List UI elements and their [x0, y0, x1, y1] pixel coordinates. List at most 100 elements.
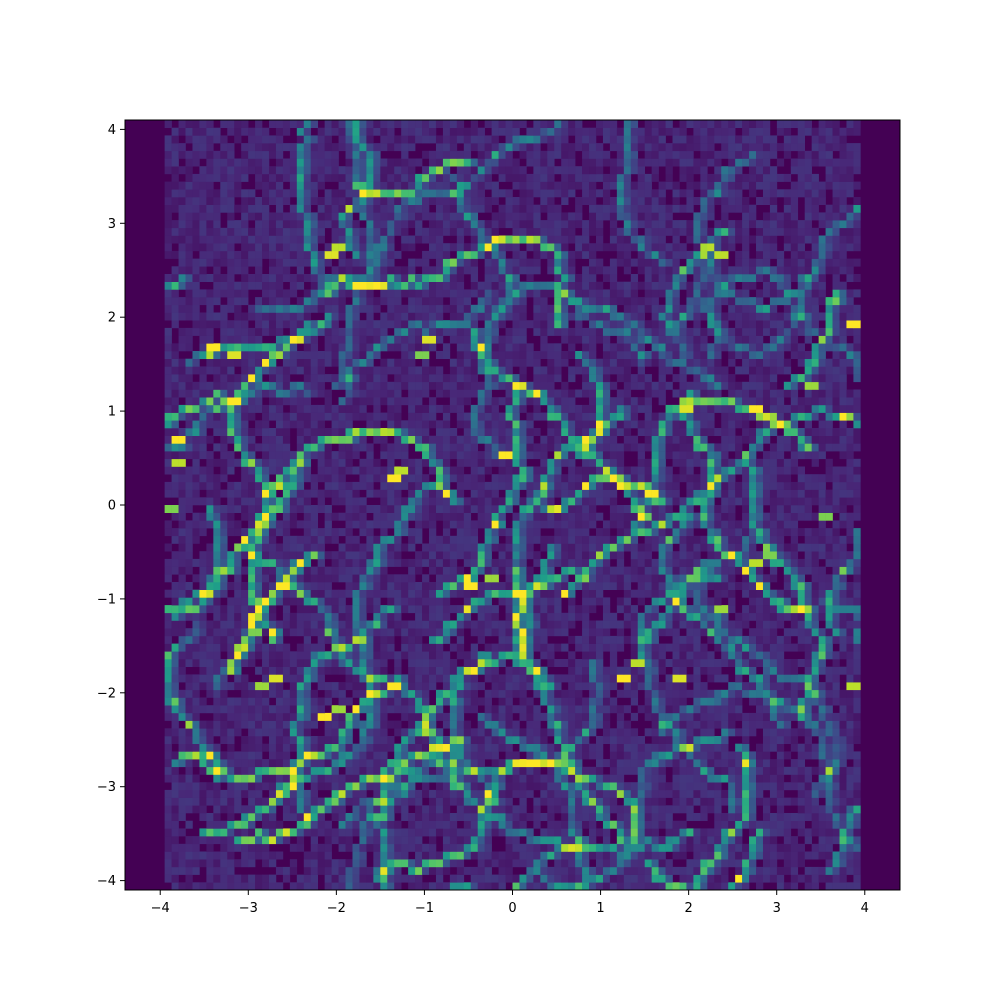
heatmap-cell	[533, 743, 541, 752]
heatmap-cell	[192, 882, 200, 891]
heatmap-cell	[589, 751, 597, 760]
heatmap-cell	[776, 782, 785, 791]
heatmap-cell	[721, 566, 729, 575]
heatmap-cell	[735, 682, 743, 691]
heatmap-cell	[818, 736, 826, 744]
heatmap-cell	[568, 543, 576, 552]
heatmap-cell	[783, 643, 792, 652]
heatmap-cell	[394, 481, 402, 490]
heatmap-cell	[595, 805, 604, 814]
heatmap-cell	[429, 866, 437, 875]
heatmap-cell	[171, 774, 179, 783]
heatmap-cell	[595, 666, 604, 675]
heatmap-cell	[547, 651, 555, 660]
heatmap-cell	[255, 605, 263, 614]
heatmap-cell	[262, 512, 270, 521]
heatmap-cell	[477, 712, 485, 721]
heatmap-cell	[296, 743, 305, 752]
heatmap-cell	[227, 666, 235, 675]
heatmap-cell	[804, 866, 812, 875]
heatmap-cell	[575, 520, 583, 529]
heatmap-cell	[651, 828, 659, 837]
heatmap-cell	[192, 489, 200, 498]
heatmap-cell	[324, 828, 332, 837]
heatmap-cell	[366, 458, 374, 467]
heatmap-cell	[359, 582, 367, 590]
heatmap-cell	[853, 859, 861, 868]
heatmap-cell	[227, 605, 235, 614]
heatmap-cell	[589, 512, 597, 521]
heatmap-cell	[776, 481, 785, 490]
heatmap-cell	[526, 528, 534, 537]
heatmap-cell	[832, 774, 840, 783]
heatmap-cell	[262, 797, 270, 806]
heatmap-cell	[644, 474, 652, 483]
heatmap-cell	[192, 859, 200, 868]
heatmap-cell	[540, 836, 548, 845]
heatmap-cell	[742, 458, 750, 467]
heatmap-cell	[268, 805, 277, 814]
heatmap-cell	[394, 805, 402, 814]
heatmap-cell	[756, 797, 764, 806]
heatmap-cell	[526, 628, 534, 637]
heatmap-cell	[394, 789, 402, 798]
heatmap-cell	[470, 851, 479, 860]
heatmap-cell	[401, 813, 409, 821]
heatmap-cell	[470, 751, 479, 760]
heatmap-cell	[846, 597, 854, 606]
heatmap-cell	[227, 720, 235, 729]
heatmap-cell	[373, 566, 381, 575]
heatmap-cell	[317, 505, 325, 513]
heatmap-cell	[227, 528, 235, 537]
heatmap-cell	[575, 759, 583, 768]
heatmap-cell	[686, 712, 694, 721]
heatmap-cell	[275, 674, 284, 683]
heatmap-cell	[213, 782, 221, 791]
heatmap-cell	[248, 451, 256, 460]
heatmap-cell	[519, 481, 527, 490]
heatmap-cell	[213, 797, 221, 806]
heatmap-cell	[178, 705, 186, 714]
heatmap-cell	[769, 697, 778, 706]
heatmap-cell	[275, 582, 284, 590]
heatmap-cell	[234, 597, 242, 606]
heatmap-cell	[206, 620, 214, 629]
heatmap-cell	[533, 528, 541, 537]
heatmap-cell	[616, 528, 625, 537]
heatmap-cell	[749, 874, 757, 883]
heatmap-cell	[275, 689, 284, 698]
heatmap-cell	[728, 705, 736, 714]
heatmap-cell	[575, 828, 583, 837]
heatmap-cell	[435, 512, 444, 521]
heatmap-cell	[422, 689, 430, 698]
heatmap-cell	[846, 689, 854, 698]
heatmap-cell	[547, 582, 555, 590]
heatmap-cell	[178, 605, 186, 614]
heatmap-cell	[749, 674, 757, 683]
heatmap-cell	[665, 789, 673, 798]
heatmap-cell	[415, 682, 423, 691]
heatmap-cell	[345, 728, 353, 737]
heatmap-cell	[749, 628, 757, 637]
heatmap-cell	[651, 520, 659, 529]
heatmap-cell	[289, 543, 298, 552]
heatmap-cell	[387, 828, 395, 837]
heatmap-cell	[373, 813, 381, 821]
heatmap-cell	[665, 589, 673, 598]
heatmap-cell	[582, 543, 590, 552]
heatmap-cell	[672, 520, 680, 529]
heatmap-cell	[449, 474, 458, 483]
heatmap-cell	[526, 635, 534, 644]
heatmap-cell	[268, 682, 277, 691]
heatmap-cell	[707, 543, 715, 552]
heatmap-cell	[630, 689, 639, 698]
heatmap-cell	[776, 535, 785, 544]
heatmap-cell	[442, 736, 451, 744]
heatmap-cell	[790, 689, 799, 698]
heatmap-cell	[484, 813, 492, 821]
heatmap-cell	[262, 466, 270, 475]
heatmap-cell	[484, 466, 492, 475]
heatmap-cell	[415, 666, 423, 675]
heatmap-cell	[185, 774, 193, 783]
heatmap-cell	[303, 820, 312, 829]
